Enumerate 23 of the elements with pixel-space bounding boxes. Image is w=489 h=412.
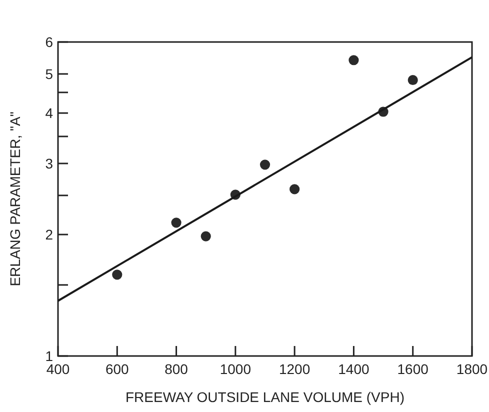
- point: [348, 55, 359, 66]
- x-tick-label: 800: [164, 361, 188, 377]
- point: [290, 184, 300, 194]
- point: [260, 160, 270, 170]
- y-tick-label: 4: [45, 104, 54, 121]
- x-tick-label: 600: [105, 361, 130, 377]
- y-tick-label: 2: [45, 226, 54, 242]
- x-tick-label: 1600: [397, 361, 429, 377]
- x-tick-label: 1000: [220, 361, 252, 377]
- x-tick-label: 1400: [338, 361, 370, 377]
- y-tick-label: 5: [45, 66, 54, 82]
- x-tick-label: 1800: [456, 361, 488, 377]
- y-axis-title: ERLANG PARAMETER, "A": [7, 112, 23, 286]
- y-tick-label: 6: [45, 34, 54, 50]
- y-tick-label: 1: [45, 348, 54, 364]
- point: [171, 218, 182, 228]
- x-tick-label: 400: [46, 361, 70, 377]
- x-tick-label: 1200: [278, 361, 310, 377]
- point: [200, 231, 211, 242]
- x-axis-title: FREEWAY OUTSIDE LANE VOLUME (VPH): [125, 389, 405, 405]
- point: [112, 270, 122, 280]
- point: [408, 74, 418, 86]
- y-tick-label: 3: [45, 155, 54, 172]
